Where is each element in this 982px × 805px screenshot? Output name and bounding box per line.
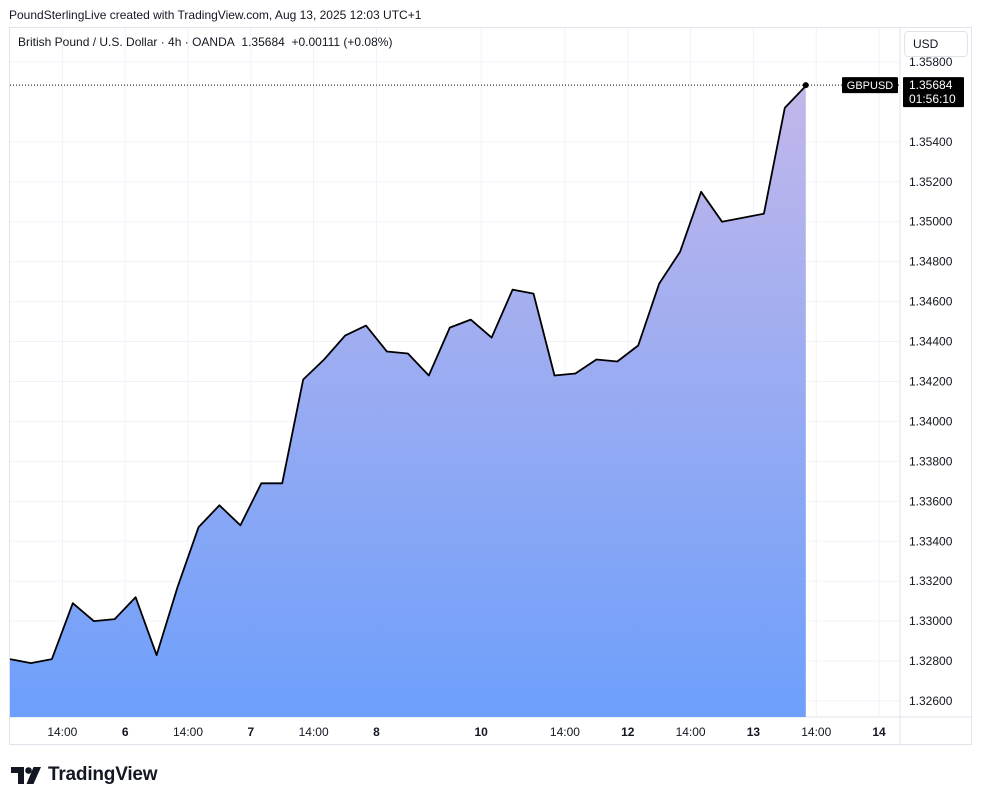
chart-attribution: PoundSterlingLive created with TradingVi… xyxy=(9,8,422,22)
last-price-dot xyxy=(802,82,809,89)
currency-button[interactable]: USD xyxy=(904,31,968,57)
tradingview-logo-icon xyxy=(11,767,41,784)
x-tick-label: 7 xyxy=(247,725,254,739)
last-price: 1.35684 xyxy=(241,35,285,49)
x-tick-label: 14 xyxy=(872,725,886,739)
y-tick-label: 1.32600 xyxy=(909,694,953,708)
tradingview-logo-text: TradingView xyxy=(48,764,158,785)
x-tick-label: 14:00 xyxy=(801,725,831,739)
y-tick-label: 1.33000 xyxy=(909,614,953,628)
price-label-countdown: 01:56:10 xyxy=(909,92,956,106)
y-tick-label: 1.35400 xyxy=(909,135,953,149)
price-label-box xyxy=(903,77,964,108)
x-tick-label: 13 xyxy=(747,725,761,739)
price-change: +0.00111 (+0.08%) xyxy=(291,35,393,49)
symbol-label: GBPUSD xyxy=(847,80,894,92)
x-tick-label: 12 xyxy=(621,725,635,739)
chart-frame xyxy=(9,27,972,745)
y-tick-label: 1.34800 xyxy=(909,255,953,269)
x-tick-label: 6 xyxy=(122,725,129,739)
symbol-legend: British Pound / U.S. Dollar · 4h · OANDA… xyxy=(18,35,392,49)
y-tick-label: 1.34000 xyxy=(909,414,953,428)
y-tick-label: 1.34600 xyxy=(909,295,953,309)
x-tick-label: 14:00 xyxy=(550,725,580,739)
x-tick-label: 14:00 xyxy=(299,725,329,739)
tradingview-logo: TradingView xyxy=(11,764,158,786)
y-tick-label: 1.32800 xyxy=(909,654,953,668)
y-tick-label: 1.34200 xyxy=(909,374,953,388)
symbol-label-box xyxy=(842,77,898,94)
y-tick-label: 1.33800 xyxy=(909,454,953,468)
y-tick-label: 1.33600 xyxy=(909,494,953,508)
x-tick-label: 8 xyxy=(373,725,380,739)
y-tick-label: 1.33400 xyxy=(909,534,953,548)
y-tick-label: 1.35200 xyxy=(909,175,953,189)
x-tick-label: 14:00 xyxy=(676,725,706,739)
price-area-fill xyxy=(10,85,806,717)
symbol-description: British Pound / U.S. Dollar · 4h · OANDA xyxy=(18,35,235,49)
y-tick-label: 1.35000 xyxy=(909,215,953,229)
y-tick-label: 1.33200 xyxy=(909,574,953,588)
x-tick-label: 14:00 xyxy=(47,725,77,739)
price-label-value: 1.35684 xyxy=(909,78,953,92)
x-tick-label: 14:00 xyxy=(173,725,203,739)
price-line xyxy=(9,85,807,664)
x-tick-label: 10 xyxy=(474,725,488,739)
y-tick-label: 1.35800 xyxy=(909,55,953,69)
y-tick-label: 1.34400 xyxy=(909,335,953,349)
